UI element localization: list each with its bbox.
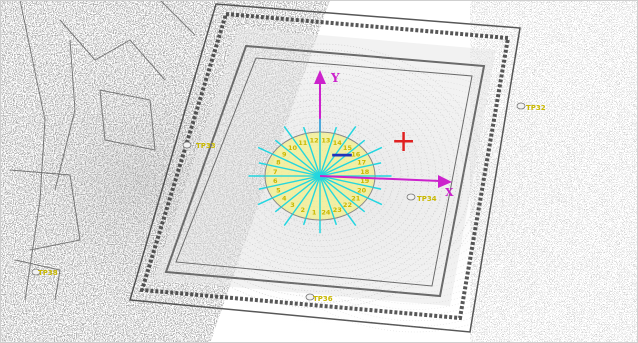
sector-ray-inner — [319, 175, 349, 215]
station-markers: TP33 TP32 TP34 TP36 TP38 — [31, 102, 546, 303]
ring-sector-number: 2 — [300, 206, 305, 214]
ring-sector-number: 23 — [333, 206, 342, 214]
sector-ray-inner — [319, 175, 374, 189]
ring-sector-number: 21 — [351, 194, 361, 202]
station-dot — [516, 102, 526, 110]
sector-ray-inner — [319, 175, 335, 219]
minus-sign: — — [331, 142, 353, 167]
plus-sign: + — [391, 124, 416, 159]
ring-sector-number: 15 — [343, 144, 353, 152]
x-axis: X — [319, 175, 454, 199]
x-axis-label: X — [445, 186, 454, 199]
sector-ray-inner — [319, 153, 368, 177]
ring-sector-number: 8 — [276, 159, 281, 167]
sector-ray-inner — [266, 175, 321, 189]
sector-ray-inner — [319, 163, 374, 177]
station-label: TP34 — [417, 195, 437, 203]
ring-sector-number: 4 — [282, 194, 287, 202]
sector-ray-inner — [280, 175, 321, 208]
sector-ray-inner — [319, 175, 360, 208]
station-dot — [182, 141, 192, 149]
sector-ray-inner — [280, 144, 321, 177]
ring-sector-number: 22 — [343, 201, 352, 209]
station-label: TP36 — [313, 295, 333, 303]
ring-sector-number: 6 — [273, 177, 278, 185]
station-dot — [305, 293, 315, 301]
building-walls-left — [9, 0, 196, 301]
station-dot — [406, 193, 416, 201]
sector-ray-inner — [305, 133, 321, 177]
y-axis-label: Y — [330, 71, 340, 85]
ring-sector-number: 18 — [360, 168, 370, 176]
ring-sector-number: 1 — [312, 208, 317, 216]
ring-sector-number: 11 — [298, 139, 308, 147]
sector-ray-inner — [272, 175, 321, 199]
inner-frame — [164, 44, 486, 298]
ring-sector-number: 12 — [310, 137, 319, 145]
ring-sector-number: 16 — [351, 151, 361, 159]
ring-sector-number: 14 — [333, 139, 343, 147]
ring-sector-number: 13 — [321, 137, 330, 145]
station-label: TP32 — [526, 104, 546, 112]
sector-ray-inner — [319, 175, 368, 199]
station-dot — [31, 268, 41, 276]
sector-ray-inner — [319, 133, 335, 177]
ring-sector-number: 24 — [321, 208, 331, 216]
sector-ray-inner — [291, 175, 321, 215]
ring-sector-number: 9 — [282, 151, 287, 159]
ring-sector-number: 10 — [288, 144, 298, 152]
station-label: TP38 — [38, 269, 58, 277]
sector-ray-inner — [291, 137, 321, 177]
outer-frame — [129, 3, 521, 333]
sector-ray-inner — [305, 175, 321, 219]
ring-sector-number: 17 — [357, 159, 366, 167]
sector-ray-inner — [272, 153, 321, 177]
ring-sector-number: 19 — [360, 177, 370, 185]
sector-ray-inner — [266, 163, 321, 177]
station-label: TP33 — [196, 142, 216, 150]
ring-sector-number: 5 — [276, 186, 281, 194]
sector-ray-inner — [319, 137, 349, 177]
ring-sector-number: 7 — [273, 168, 278, 176]
ring-sector-number: 3 — [290, 201, 295, 209]
ring-sector-number: 20 — [357, 186, 367, 194]
sector-ray-inner — [319, 144, 360, 177]
